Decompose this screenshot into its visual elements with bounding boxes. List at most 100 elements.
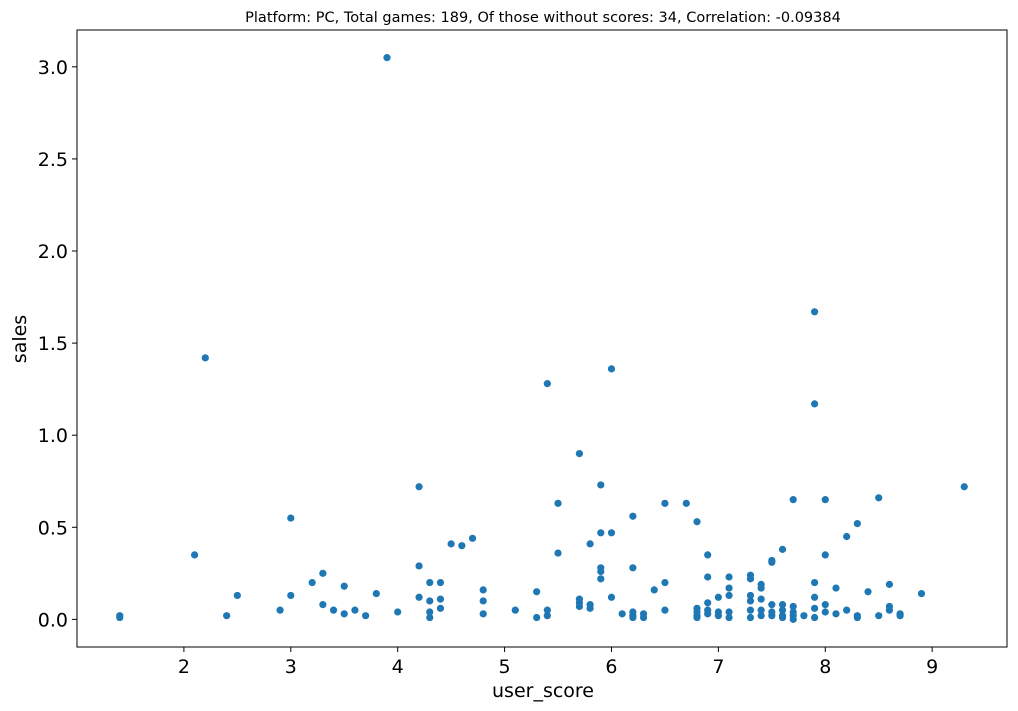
data-point-6 <box>276 606 284 614</box>
data-point-135 <box>875 494 883 502</box>
data-point-99 <box>757 606 765 614</box>
data-point-108 <box>778 606 787 614</box>
data-point-20 <box>415 483 423 491</box>
data-point-110 <box>778 613 787 622</box>
chart-title: Platform: PC, Total games: 189, Of those… <box>245 10 841 26</box>
data-point-89 <box>725 613 733 622</box>
data-point-142 <box>917 589 926 598</box>
data-point-130 <box>843 606 851 614</box>
data-point-127 <box>832 584 840 592</box>
data-point-86 <box>725 584 733 592</box>
data-point-9 <box>308 578 316 587</box>
data-point-124 <box>821 551 829 559</box>
data-point-29 <box>436 604 445 612</box>
data-point-129 <box>843 532 851 541</box>
data-point-136 <box>875 612 883 620</box>
data-point-120 <box>810 593 819 601</box>
data-point-38 <box>533 613 541 622</box>
data-point-143 <box>960 483 968 491</box>
data-point-131 <box>853 520 861 528</box>
data-point-12 <box>329 606 338 614</box>
data-point-61 <box>629 564 637 572</box>
data-point-36 <box>511 606 519 614</box>
data-point-28 <box>436 595 445 603</box>
data-point-37 <box>533 588 541 596</box>
data-point-111 <box>789 496 797 504</box>
data-point-87 <box>725 591 733 600</box>
data-point-98 <box>757 595 765 603</box>
data-point-116 <box>800 612 808 620</box>
data-point-25 <box>426 608 434 616</box>
data-point-112 <box>789 602 797 611</box>
x-tick-label-3: 5 <box>499 656 511 678</box>
y-tick-label-3: 1.5 <box>38 333 68 355</box>
data-point-2 <box>190 551 199 559</box>
data-point-16 <box>362 612 370 620</box>
x-tick-label-0: 2 <box>178 656 190 678</box>
data-point-137 <box>885 580 894 588</box>
x-tick-label-2: 4 <box>392 656 404 678</box>
data-point-103 <box>768 601 776 609</box>
data-point-50 <box>586 604 594 612</box>
data-point-56 <box>607 365 616 373</box>
data-point-95 <box>746 613 755 622</box>
x-tick-label-7: 9 <box>926 656 938 678</box>
data-point-15 <box>351 606 359 614</box>
data-point-64 <box>629 613 637 622</box>
data-point-10 <box>319 569 327 577</box>
data-point-31 <box>458 542 466 550</box>
data-point-43 <box>554 549 562 557</box>
data-point-117 <box>810 308 819 316</box>
data-point-13 <box>340 582 348 590</box>
data-point-70 <box>661 606 669 614</box>
data-point-102 <box>768 558 776 566</box>
data-point-54 <box>597 567 605 576</box>
data-point-134 <box>864 588 872 596</box>
data-point-68 <box>661 499 669 507</box>
data-point-71 <box>682 499 690 507</box>
data-point-88 <box>725 608 733 616</box>
x-axis-label: user_score <box>492 680 594 702</box>
data-point-55 <box>597 575 605 583</box>
data-point-79 <box>704 599 712 607</box>
data-point-18 <box>383 54 391 62</box>
y-axis: 0.0 0.5 1.0 1.5 2.0 2.5 3.0 <box>38 57 77 631</box>
data-point-41 <box>543 612 551 620</box>
plot-area <box>116 54 968 623</box>
data-point-3 <box>201 354 209 362</box>
data-point-84 <box>714 612 722 620</box>
data-point-82 <box>714 593 722 601</box>
data-point-5 <box>233 591 241 600</box>
y-tick-label-0: 0.0 <box>38 609 68 631</box>
data-point-72 <box>693 518 701 526</box>
x-tick-label-6: 8 <box>819 656 831 678</box>
x-tick-label-5: 7 <box>712 656 724 678</box>
data-point-17 <box>372 589 380 598</box>
data-point-133 <box>853 613 861 622</box>
x-tick-label-1: 3 <box>285 656 297 678</box>
data-point-94 <box>746 606 755 614</box>
data-point-93 <box>746 597 755 605</box>
data-point-141 <box>896 612 904 620</box>
plot-frame <box>76 29 1008 648</box>
data-point-67 <box>650 586 658 594</box>
data-point-122 <box>810 613 819 622</box>
data-point-24 <box>426 597 434 605</box>
data-point-139 <box>885 606 894 614</box>
y-tick-label-2: 1.0 <box>38 425 68 447</box>
data-point-107 <box>778 601 787 609</box>
data-point-119 <box>810 578 819 587</box>
data-point-8 <box>287 591 295 600</box>
y-tick-label-6: 3.0 <box>38 57 68 79</box>
data-point-39 <box>543 380 551 388</box>
data-point-52 <box>597 529 605 537</box>
data-point-97 <box>757 584 765 592</box>
data-point-26 <box>426 613 434 622</box>
data-point-105 <box>768 612 776 620</box>
data-point-106 <box>778 545 787 553</box>
data-point-4 <box>223 612 231 620</box>
y-tick-label-5: 2.5 <box>38 149 68 171</box>
